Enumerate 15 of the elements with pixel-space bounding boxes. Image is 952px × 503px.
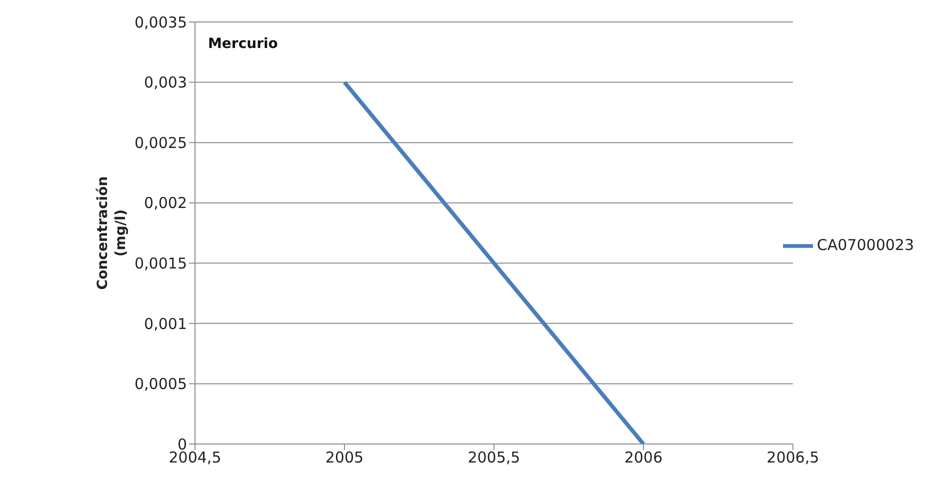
y-tick-label: 0,0035 [134,13,187,32]
y-tick-label: 0,003 [144,74,187,92]
x-tick-label: 2005,5 [468,448,520,467]
legend-label: CA07000023 [816,236,914,254]
y-tick-label: 0,0025 [134,134,187,152]
y-tick-label: 0,0015 [134,254,187,272]
x-tick-label: 2005 [325,448,364,467]
text: Mercurio [208,36,278,52]
y-tick-label: 0,002 [144,194,187,212]
y-axis-title: Concentración (mg/l) [95,176,129,290]
x-tick-label: 2004,5 [168,448,222,467]
x-tick-label: 2006,5 [766,448,820,467]
y-tick-label: 0,001 [144,314,187,333]
x-tick-label: 2006 [624,448,663,467]
y-tick-label: 0,0005 [134,375,187,394]
